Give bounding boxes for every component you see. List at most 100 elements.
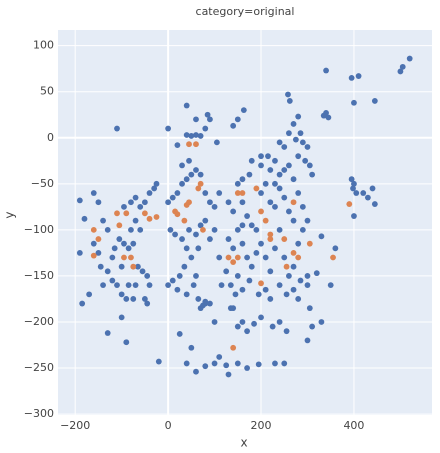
point xyxy=(123,296,130,302)
point xyxy=(90,252,97,259)
point xyxy=(290,286,297,293)
y-tick-label: −50 xyxy=(31,177,54,190)
point xyxy=(327,282,334,289)
point xyxy=(128,226,134,233)
chart-title: category=original xyxy=(196,5,295,18)
point xyxy=(109,277,116,284)
point xyxy=(81,215,88,222)
point xyxy=(118,314,125,321)
point xyxy=(207,199,213,206)
point xyxy=(258,280,264,287)
point xyxy=(125,245,132,252)
point xyxy=(295,254,302,261)
point xyxy=(114,210,120,217)
point xyxy=(286,273,292,279)
point xyxy=(292,136,299,143)
point xyxy=(193,231,199,238)
point xyxy=(193,273,199,279)
point xyxy=(239,190,246,196)
y-tick-label: −200 xyxy=(24,315,54,328)
point xyxy=(118,263,125,270)
point xyxy=(330,254,336,261)
point xyxy=(246,277,253,284)
point xyxy=(290,217,297,224)
point xyxy=(125,282,132,289)
point xyxy=(118,291,125,298)
point xyxy=(253,226,260,233)
point xyxy=(283,291,290,298)
point xyxy=(130,263,137,270)
point xyxy=(207,300,213,307)
point xyxy=(216,190,223,196)
point xyxy=(135,263,141,270)
point xyxy=(197,180,204,187)
point xyxy=(179,180,185,187)
y-tick-label: 100 xyxy=(33,39,54,52)
point xyxy=(290,121,297,127)
point xyxy=(183,291,190,298)
point xyxy=(193,116,199,123)
point xyxy=(114,125,120,132)
point xyxy=(183,176,190,183)
point xyxy=(141,210,148,217)
point xyxy=(246,171,253,178)
point xyxy=(253,185,260,192)
point xyxy=(267,199,274,206)
point xyxy=(223,268,230,275)
point xyxy=(304,282,311,289)
point xyxy=(165,125,172,132)
point xyxy=(165,199,172,206)
point xyxy=(223,362,230,369)
y-axis-label: y xyxy=(3,211,17,218)
point xyxy=(286,162,292,169)
point xyxy=(79,300,86,307)
point xyxy=(332,245,339,252)
point xyxy=(348,74,355,81)
point xyxy=(95,199,102,206)
point xyxy=(262,254,269,261)
point xyxy=(144,273,151,279)
point xyxy=(348,176,355,183)
point xyxy=(202,125,209,132)
point xyxy=(281,236,288,242)
point xyxy=(146,190,153,196)
point xyxy=(281,254,288,261)
point xyxy=(86,291,93,298)
point xyxy=(272,245,278,252)
point xyxy=(121,254,127,261)
point xyxy=(207,116,213,123)
point xyxy=(302,157,309,164)
point xyxy=(109,254,116,261)
point xyxy=(183,102,190,109)
x-tick-label: 0 xyxy=(165,419,172,432)
x-tick-label: −200 xyxy=(60,419,90,432)
point xyxy=(290,263,297,270)
point xyxy=(267,296,274,302)
point xyxy=(232,291,239,298)
point xyxy=(258,162,264,169)
y-tick-label: 0 xyxy=(47,131,54,144)
point xyxy=(128,254,134,261)
plot-area xyxy=(58,30,432,415)
point xyxy=(204,111,211,118)
point xyxy=(111,245,118,252)
point xyxy=(153,180,160,187)
point xyxy=(165,282,172,289)
point xyxy=(281,194,288,201)
point xyxy=(276,282,283,289)
point xyxy=(230,208,237,215)
point xyxy=(355,73,362,79)
point xyxy=(193,132,199,138)
point xyxy=(258,190,264,196)
point xyxy=(399,63,406,70)
point xyxy=(258,240,264,247)
point xyxy=(207,236,213,242)
point xyxy=(197,171,204,178)
point xyxy=(258,208,264,215)
point xyxy=(290,199,297,206)
point xyxy=(174,142,181,149)
point xyxy=(239,286,246,293)
point xyxy=(281,144,288,150)
point xyxy=(369,185,376,192)
